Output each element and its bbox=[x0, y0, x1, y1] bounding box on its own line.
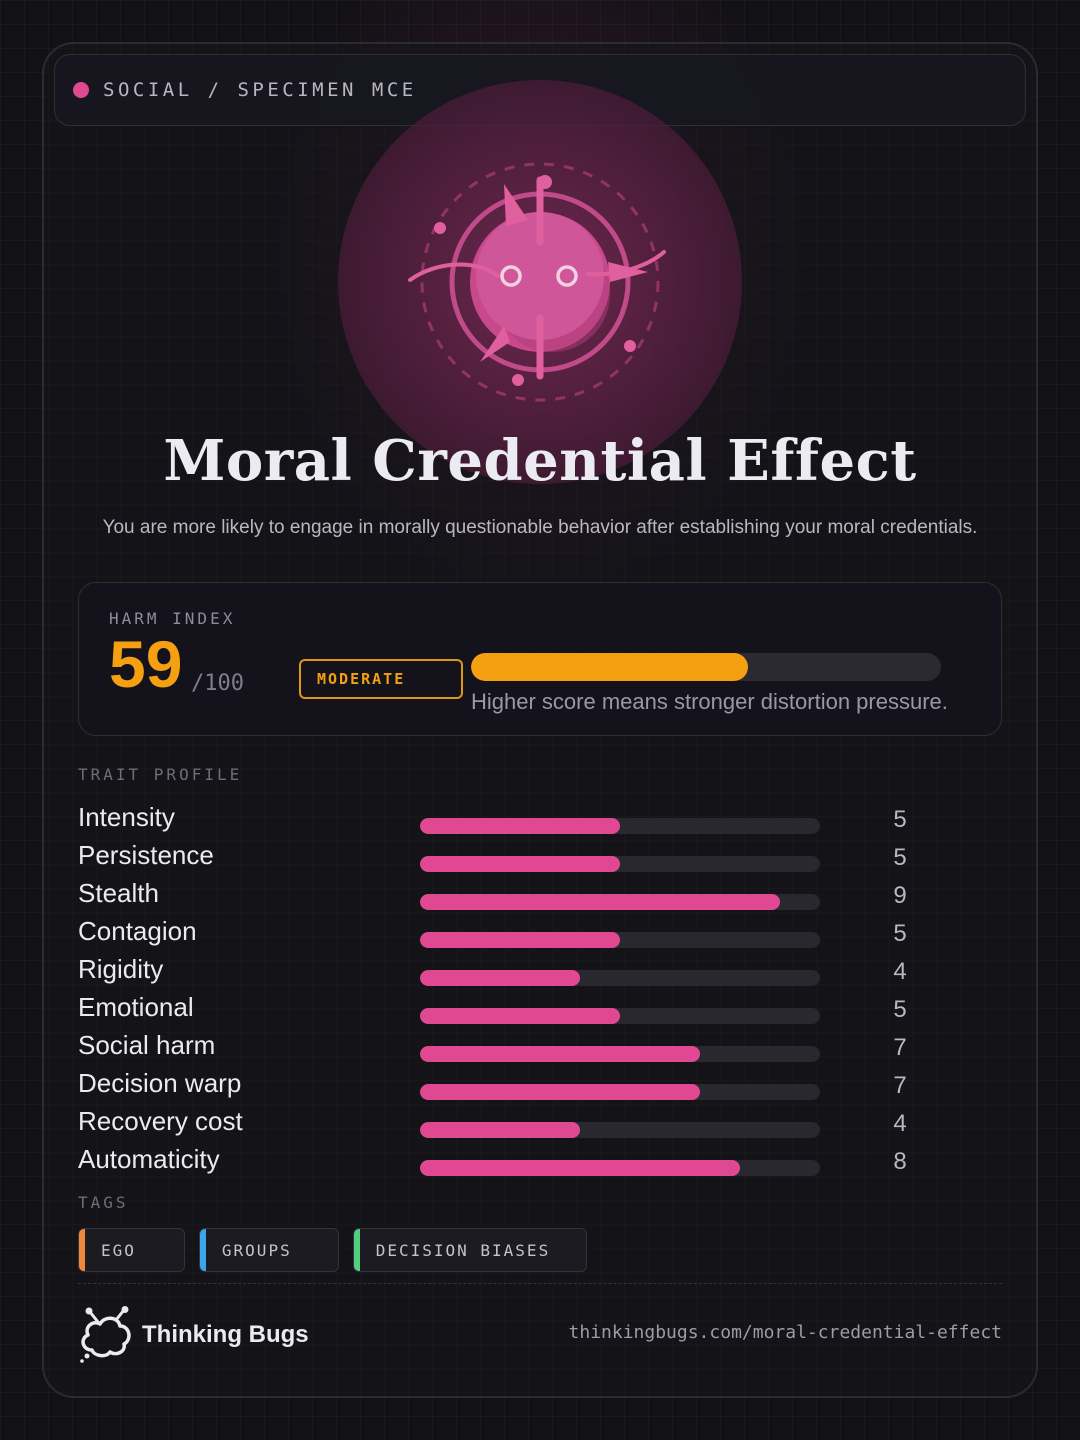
trait-row: Social harm 7 bbox=[78, 1028, 938, 1066]
trait-name: Social harm bbox=[78, 1030, 216, 1060]
trait-bar-fill bbox=[420, 818, 620, 834]
tag-color-stripe bbox=[199, 1229, 206, 1271]
trait-bar bbox=[420, 1122, 820, 1138]
tags-label: TAGS bbox=[78, 1193, 129, 1212]
footer-divider bbox=[78, 1283, 1002, 1284]
tag-label: DECISION BIASES bbox=[375, 1240, 551, 1260]
trait-bar-fill bbox=[420, 970, 580, 986]
harm-level-badge: MODERATE bbox=[299, 659, 463, 699]
harm-index-label: HARM INDEX bbox=[109, 609, 236, 628]
trait-row: Emotional 5 bbox=[78, 990, 938, 1028]
trait-bar bbox=[420, 1160, 820, 1176]
trait-name: Rigidity bbox=[78, 954, 164, 984]
trait-name: Persistence bbox=[78, 840, 214, 870]
tag-chip[interactable]: EGO bbox=[78, 1228, 185, 1272]
tag-label: EGO bbox=[101, 1240, 136, 1260]
harm-index-panel: HARM INDEX 59 /100 MODERATE Higher score… bbox=[78, 582, 1002, 736]
page-subtitle: You are more likely to engage in morally… bbox=[102, 517, 978, 538]
trait-bar-fill bbox=[420, 932, 620, 948]
category-label: SOCIAL / SPECIMEN MCE bbox=[103, 79, 417, 101]
trait-value: 9 bbox=[893, 882, 907, 909]
tag-label: GROUPS bbox=[221, 1240, 292, 1260]
trait-value: 5 bbox=[893, 996, 907, 1023]
tag-chip[interactable]: GROUPS bbox=[198, 1228, 339, 1272]
harm-index-bar-fill bbox=[471, 653, 749, 681]
trait-bar-fill bbox=[420, 856, 620, 872]
brand: Thinking Bugs bbox=[78, 1306, 309, 1364]
bug-emblem-icon bbox=[338, 80, 742, 484]
harm-index-bar bbox=[471, 653, 941, 681]
trait-name: Stealth bbox=[78, 878, 159, 908]
harm-index-max: /100 bbox=[191, 671, 244, 696]
trait-bar-fill bbox=[420, 1160, 740, 1176]
trait-bar bbox=[420, 818, 820, 834]
trait-bar bbox=[420, 970, 820, 986]
trait-name: Emotional bbox=[78, 992, 194, 1022]
trait-row: Decision warp 7 bbox=[78, 1066, 938, 1104]
tag-list: EGO GROUPS DECISION BIASES bbox=[78, 1228, 588, 1272]
trait-row: Stealth 9 bbox=[78, 876, 938, 914]
trait-row: Rigidity 4 bbox=[78, 952, 938, 990]
tag-color-stripe bbox=[353, 1229, 360, 1271]
trait-bar bbox=[420, 894, 820, 910]
trait-value: 4 bbox=[893, 1110, 907, 1137]
harm-index-note: Higher score means stronger distortion p… bbox=[471, 689, 948, 714]
trait-bar bbox=[420, 856, 820, 872]
trait-name: Decision warp bbox=[78, 1068, 242, 1098]
trait-bar bbox=[420, 1084, 820, 1100]
trait-name: Recovery cost bbox=[78, 1106, 243, 1136]
tag-color-stripe bbox=[79, 1229, 85, 1271]
trait-bar-fill bbox=[420, 1046, 700, 1062]
trait-name: Contagion bbox=[78, 916, 197, 946]
trait-bar-fill bbox=[420, 1122, 580, 1138]
trait-profile-list: Intensity 5 Persistence 5 Stealth 9 Contagion 5… bbox=[78, 800, 938, 1180]
trait-value: 5 bbox=[893, 844, 907, 871]
trait-value: 8 bbox=[893, 1148, 907, 1175]
trait-value: 7 bbox=[893, 1034, 907, 1061]
trait-row: Recovery cost 4 bbox=[78, 1104, 938, 1142]
trait-bar bbox=[420, 1046, 820, 1062]
thinking-bugs-logo-icon bbox=[80, 1306, 131, 1363]
trait-row: Contagion 5 bbox=[78, 914, 938, 952]
trait-row: Automaticity 8 bbox=[78, 1142, 938, 1180]
trait-row: Intensity 5 bbox=[78, 800, 938, 838]
trait-value: 7 bbox=[893, 1072, 907, 1099]
trait-value: 5 bbox=[893, 806, 907, 833]
trait-value: 5 bbox=[893, 920, 907, 947]
page-title: Moral Credential Effect bbox=[163, 428, 917, 494]
tag-chip[interactable]: DECISION BIASES bbox=[352, 1228, 588, 1272]
brand-name: Thinking Bugs bbox=[142, 1321, 309, 1348]
trait-bar bbox=[420, 1008, 820, 1024]
trait-bar bbox=[420, 932, 820, 948]
trait-bar-fill bbox=[420, 1008, 620, 1024]
trait-name: Intensity bbox=[78, 802, 175, 832]
trait-bar-fill bbox=[420, 894, 780, 910]
trait-bar-fill bbox=[420, 1084, 700, 1100]
trait-row: Persistence 5 bbox=[78, 838, 938, 876]
harm-index-score: 59 bbox=[109, 627, 183, 701]
trait-name: Automaticity bbox=[78, 1144, 220, 1174]
category-dot bbox=[73, 82, 89, 98]
trait-profile-label: TRAIT PROFILE bbox=[78, 765, 243, 784]
card-url-link[interactable]: thinkingbugs.com/moral-credential-effect bbox=[568, 1322, 1002, 1343]
trait-value: 4 bbox=[893, 958, 907, 985]
